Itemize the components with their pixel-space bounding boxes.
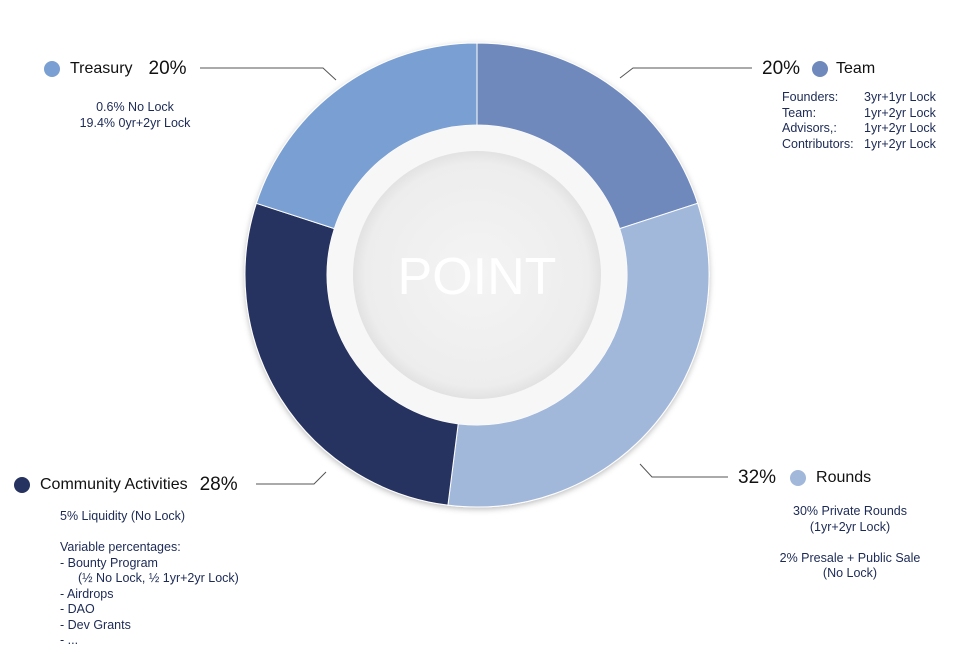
legend-dot-treasury (44, 61, 60, 77)
notes-rounds: 30% Private Rounds (1yr+2yr Lock) 2% Pre… (760, 504, 940, 582)
note-line: - Bounty Program (60, 555, 158, 570)
note-line (760, 535, 940, 551)
legend-label-treasury: Treasury (70, 60, 133, 77)
legend-dot-rounds (790, 470, 807, 486)
team-lock: 1yr+2yr Lock (864, 105, 936, 120)
notes-treasury: 0.6% No Lock 19.4% 0yr+2yr Lock (0, 100, 270, 131)
note-line: - Dev Grants (60, 617, 131, 632)
team-row: Contributors: 1yr+2yr Lock (782, 137, 936, 153)
team-lock: 3yr+1yr Lock (864, 90, 936, 104)
legend-pct-community: 28% (199, 474, 238, 495)
legend-community: Community Activities 28% (14, 474, 238, 496)
notes-community: 5% Liquidity (No Lock) Variable percenta… (60, 509, 239, 649)
team-row: Advisors,: 1yr+2yr Lock (782, 121, 936, 137)
note-line: Variable percentages: (60, 540, 181, 554)
note-line: - Airdrops (60, 586, 114, 601)
note-line (60, 525, 239, 541)
leader-line-treasury (200, 67, 337, 81)
team-row: Team: 1yr+2yr Lock (782, 106, 936, 122)
notes-team: Founders: 3yr+1yr Lock Team: 1yr+2yr Lock … (782, 90, 936, 152)
note-line: - ... (60, 633, 79, 647)
legend-dot-community (14, 477, 30, 493)
center-label: POINT (398, 248, 557, 306)
note-line: - DAO (60, 602, 95, 616)
legend-label-community: Community Activities (40, 476, 188, 493)
legend-treasury: Treasury 20% (44, 58, 187, 80)
note-line: 2% Presale + Public Sale (779, 550, 921, 565)
note-line: 0.6% No Lock (96, 100, 174, 114)
team-role: Team: (782, 105, 817, 120)
team-row: Founders: 3yr+1yr Lock (782, 90, 936, 106)
legend-pct-rounds: 32% (738, 467, 777, 488)
legend-pct-team: 20% (762, 58, 801, 79)
note-line: (1yr+2yr Lock) (809, 519, 891, 534)
note-line: 30% Private Rounds (793, 504, 907, 518)
team-role: Advisors,: (782, 121, 837, 135)
note-line: 19.4% 0yr+2yr Lock (79, 115, 191, 130)
legend-dot-team (812, 61, 829, 77)
legend-label-team: Team (836, 60, 876, 77)
leader-line-team (619, 67, 752, 79)
leader-line-community (256, 471, 327, 485)
note-line: 5% Liquidity (No Lock) (60, 509, 186, 523)
note-line: (No Lock) (822, 566, 878, 580)
legend-label-rounds: Rounds (816, 469, 872, 486)
note-line: (½ No Lock, ½ 1yr+2yr Lock) (78, 571, 239, 585)
team-lock: 1yr+2yr Lock (864, 121, 936, 135)
leader-line-rounds (639, 463, 728, 478)
legend-rounds: 32% Rounds (738, 467, 871, 489)
team-role: Contributors: (782, 136, 854, 151)
team-role: Founders: (782, 90, 839, 104)
legend-pct-treasury: 20% (148, 58, 187, 79)
donut-hole (353, 151, 601, 399)
legend-team: 20% Team (762, 58, 875, 80)
team-lock: 1yr+2yr Lock (864, 136, 936, 151)
